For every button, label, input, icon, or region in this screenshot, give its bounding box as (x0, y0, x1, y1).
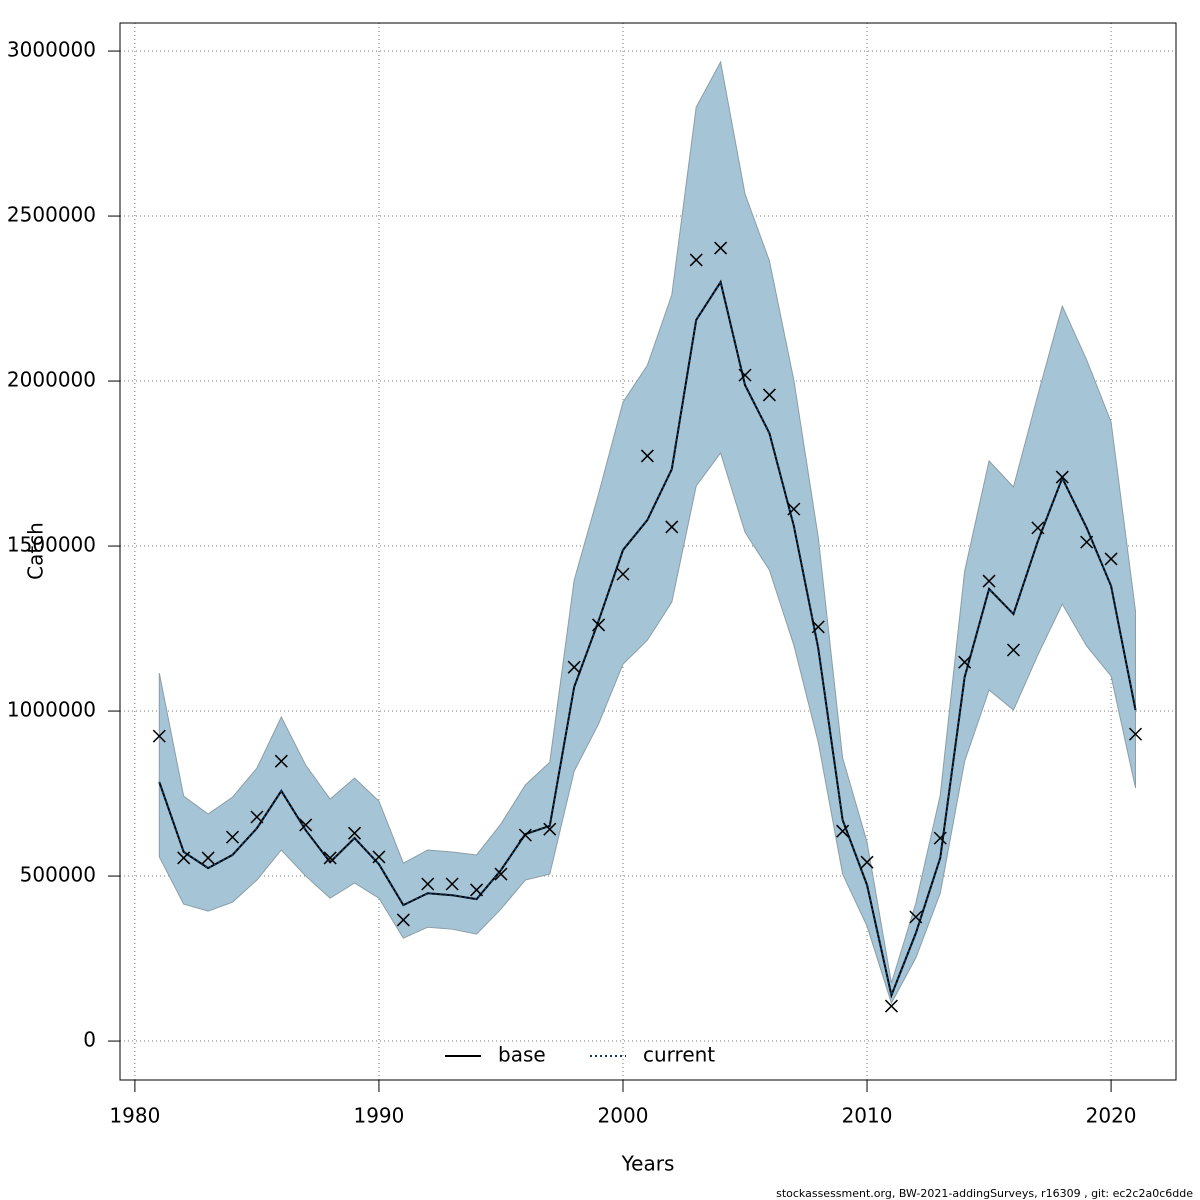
observation (250, 810, 264, 824)
x-tick-label: 2000 (598, 1104, 649, 1128)
observation (445, 877, 459, 891)
observation (201, 851, 215, 865)
observation (836, 824, 850, 838)
confidence-band (158, 60, 1136, 1005)
observation (299, 818, 313, 832)
observation (787, 502, 801, 516)
x-tick-label: 2020 (1086, 1104, 1137, 1128)
observation (225, 830, 240, 844)
y-axis-label: Catch (24, 522, 48, 580)
legend-label: current (643, 1043, 715, 1067)
y-tick-label: 1500000 (7, 533, 96, 557)
series-line (158, 279, 1137, 999)
observation (1055, 470, 1069, 484)
x-tick-label: 1990 (353, 1104, 404, 1128)
y-tick-label: 1000000 (7, 698, 96, 722)
observation (1031, 521, 1045, 535)
x-axis-label: Years (621, 1152, 675, 1176)
observation (738, 368, 752, 382)
observation (518, 828, 532, 842)
x-tick-label: 2010 (842, 1104, 893, 1128)
observation (1006, 643, 1020, 657)
x-tick-label: 1980 (109, 1104, 160, 1128)
observation (958, 655, 972, 669)
observation (933, 831, 947, 845)
observation (348, 826, 362, 840)
observation (1080, 535, 1094, 549)
plot-frame (119, 22, 1177, 1081)
y-tick-label: 2000000 (7, 368, 96, 392)
observation (470, 883, 484, 897)
observation (616, 567, 630, 581)
y-tick-label: 500000 (20, 863, 96, 887)
footer: stockassessment.org, BW-2021-addingSurve… (776, 1187, 1193, 1200)
observation (640, 449, 654, 463)
observation (323, 851, 337, 865)
observation (592, 618, 606, 632)
y-tick-label: 2500000 (7, 203, 96, 227)
observation (1104, 552, 1118, 566)
observation (421, 877, 435, 891)
y-tick-label: 0 (83, 1028, 96, 1052)
observation (1128, 727, 1143, 741)
observation (494, 867, 508, 881)
y-tick-label: 3000000 (7, 38, 96, 62)
observation (152, 729, 166, 743)
observation (982, 574, 996, 588)
observation (177, 851, 191, 865)
observation (665, 520, 679, 534)
observation (274, 754, 288, 768)
legend-label: base (498, 1043, 546, 1067)
observation (689, 253, 703, 267)
observation (567, 660, 581, 674)
observation (396, 913, 410, 927)
observation (811, 620, 825, 634)
observation (762, 388, 776, 402)
observation (543, 822, 557, 836)
observation (909, 910, 923, 924)
observation (372, 850, 386, 864)
observation (714, 241, 728, 255)
observation (884, 999, 898, 1013)
observation (860, 855, 874, 869)
